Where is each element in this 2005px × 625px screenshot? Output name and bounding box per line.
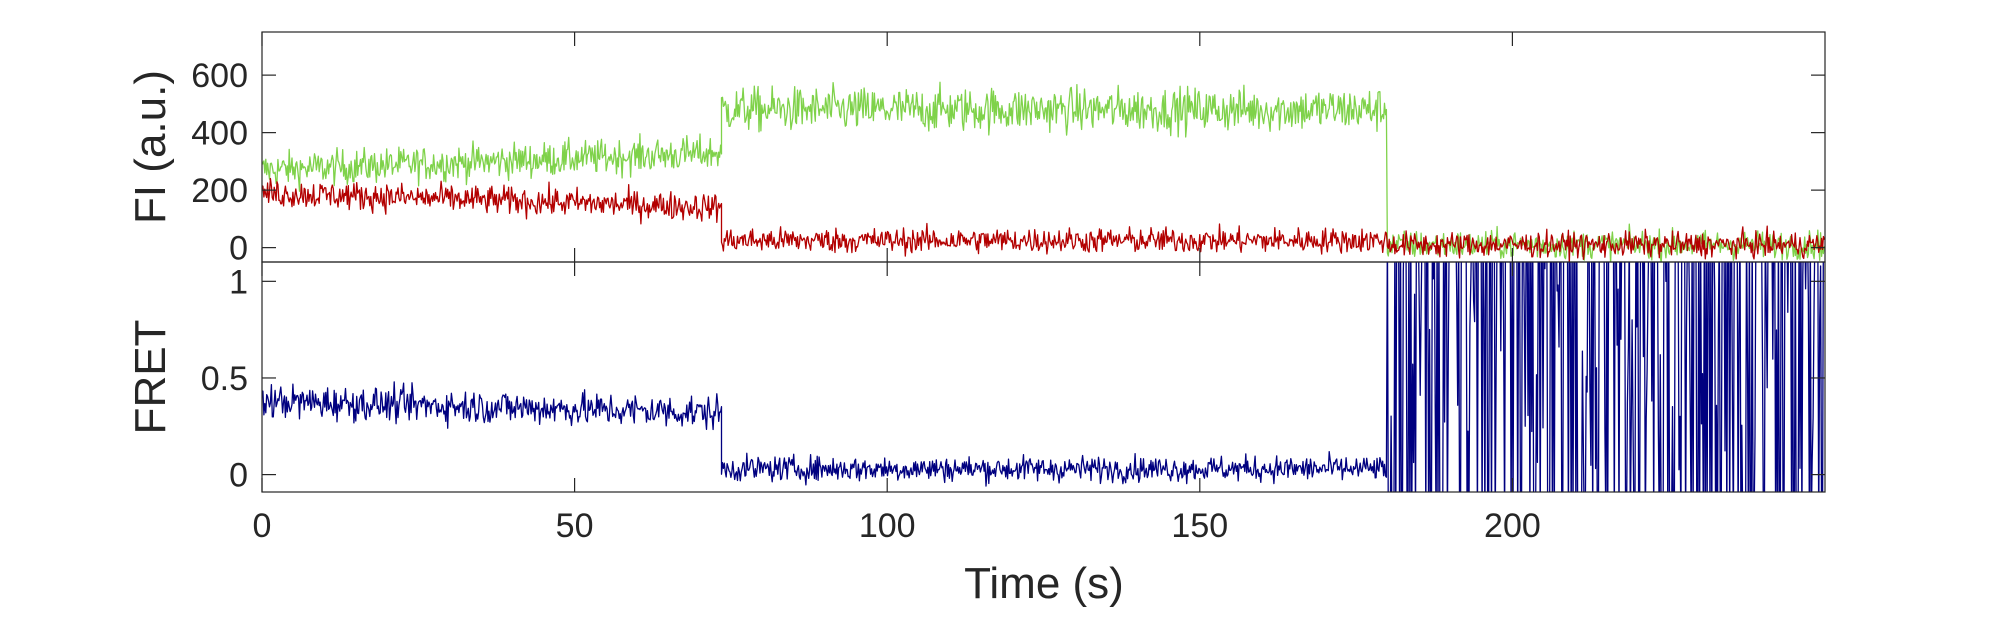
fret-y-tick-label: 0.5: [201, 360, 248, 398]
intensity-series-1-line: [262, 177, 1825, 262]
fret-y-tick-label: 1: [229, 263, 248, 301]
intensity-y-tick-label: 200: [191, 172, 248, 210]
fret-ticks: 0 0.5 1 0 50 100 150 200: [201, 262, 1825, 545]
fret-x-tick-label: 50: [556, 507, 594, 545]
fret-y-tick-label: 0: [229, 457, 248, 495]
fret-x-tick-label: 200: [1484, 507, 1541, 545]
intensity-ticks: 0 200 400 600: [191, 32, 1825, 268]
fret-x-tick-label: 0: [253, 507, 272, 545]
fret-traces: [262, 262, 1824, 492]
intensity-panel: 0 200 400 600 FI (a.u.): [126, 31, 1826, 268]
fret-axes-box: [261, 261, 1826, 493]
fret-y-axis-label: FRET: [126, 320, 175, 435]
intensity-y-axis-label: FI (a.u.): [126, 70, 175, 224]
intensity-traces: [262, 81, 1825, 262]
intensity-axes-box: [261, 31, 1826, 263]
fret-panel: 0 0.5 1 0 50 100 150 200 FRET Time (s): [126, 261, 1826, 608]
fret-x-tick-label: 100: [859, 507, 916, 545]
intensity-y-tick-label: 0: [229, 230, 248, 268]
intensity-y-tick-label: 600: [191, 57, 248, 95]
time-x-axis-label: Time (s): [964, 559, 1124, 608]
fret-series-0-line: [262, 262, 1824, 492]
intensity-series-0-line: [262, 81, 1825, 262]
fret-x-tick-label: 150: [1171, 507, 1228, 545]
intensity-y-tick-label: 400: [191, 115, 248, 153]
